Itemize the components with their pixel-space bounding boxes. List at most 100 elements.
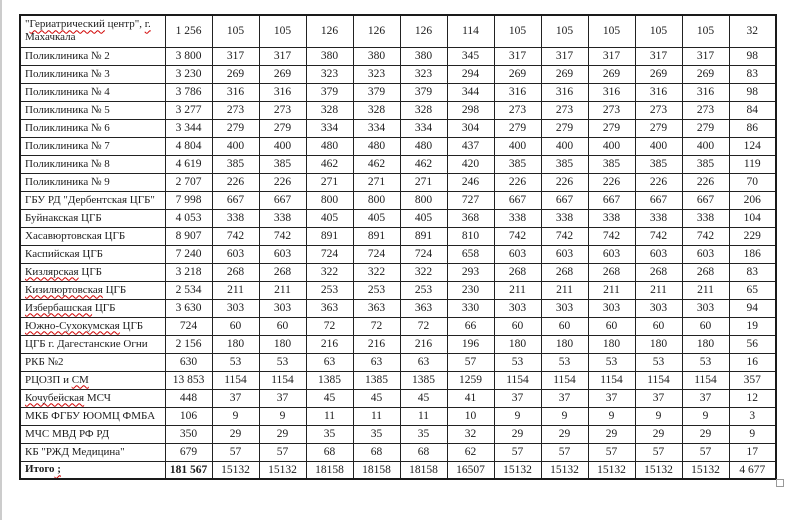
spellcheck-underline: Кизилюртовская [25, 283, 103, 296]
cell-value: 126 [305, 14, 354, 48]
cell-value: 603 [681, 244, 730, 264]
cell-value: 303 [258, 298, 307, 318]
spellcheck-underline: Кизлярская [25, 265, 79, 278]
cell-value: 368 [446, 208, 495, 228]
page-edge-line [0, 0, 2, 520]
cell-value: 180 [211, 334, 260, 354]
cell-value: 800 [305, 190, 354, 210]
cell-value: 322 [399, 262, 448, 282]
cell-value: 37 [493, 388, 542, 408]
cell-value: 60 [540, 316, 589, 336]
cell-value: 269 [493, 64, 542, 84]
cell-value: 18158 [399, 460, 448, 480]
cell-value: 334 [305, 118, 354, 138]
cell-value: 196 [446, 334, 495, 354]
cell-value: 180 [587, 334, 636, 354]
cell-value: 268 [681, 262, 730, 282]
cell-value: 385 [258, 154, 307, 174]
cell-value: 303 [493, 298, 542, 318]
cell-value: 29 [493, 424, 542, 444]
cell-value: 29 [211, 424, 260, 444]
cell-value: 448 [164, 388, 213, 408]
cell-value: 279 [493, 118, 542, 138]
cell-value: 328 [352, 100, 401, 120]
cell-value: 4 804 [164, 136, 213, 156]
cell-value: 3 800 [164, 46, 213, 66]
cell-value: 180 [634, 334, 683, 354]
report-table-body: "Гериатрический центр", г. Махачкала 1 25… [19, 14, 777, 480]
cell-value: 105 [211, 14, 260, 48]
cell-value: 667 [681, 190, 730, 210]
cell-value: 35 [352, 424, 401, 444]
cell-value: 11 [352, 406, 401, 426]
row-label: Хасавюртовская ЦГБ [19, 226, 166, 246]
cell-value: 9 [258, 406, 307, 426]
cell-value: 3 218 [164, 262, 213, 282]
cell-value: 253 [352, 280, 401, 300]
cell-value: 742 [587, 226, 636, 246]
cell-value: 15132 [540, 460, 589, 480]
cell-value: 400 [211, 136, 260, 156]
cell-value: 3 630 [164, 298, 213, 318]
table-row: Кизлярская ЦГБ 3 218 268 268 322 322 322 293 268… [19, 262, 777, 282]
cell-value: 1154 [540, 370, 589, 390]
cell-value: 271 [399, 172, 448, 192]
cell-value: 350 [164, 424, 213, 444]
cell-value: 94 [728, 298, 777, 318]
cell-value: 480 [305, 136, 354, 156]
cell-value: 226 [211, 172, 260, 192]
cell-value: 15132 [211, 460, 260, 480]
cell-value: 317 [681, 46, 730, 66]
table-resize-handle-icon[interactable] [776, 479, 784, 487]
cell-value: 186 [728, 244, 777, 264]
cell-value: 114 [446, 14, 495, 48]
cell-value: 41 [446, 388, 495, 408]
cell-value: 72 [305, 316, 354, 336]
cell-value: 317 [493, 46, 542, 66]
cell-value: 211 [587, 280, 636, 300]
cell-value: 66 [446, 316, 495, 336]
cell-value: 303 [587, 298, 636, 318]
cell-value: 57 [587, 442, 636, 462]
cell-value: 35 [399, 424, 448, 444]
cell-value: 63 [352, 352, 401, 372]
cell-value: 226 [540, 172, 589, 192]
cell-value: 37 [681, 388, 730, 408]
cell-value: 72 [352, 316, 401, 336]
cell-value: 126 [399, 14, 448, 48]
cell-value: 11 [305, 406, 354, 426]
cell-value: 462 [305, 154, 354, 174]
row-label: Поликлиника № 4 [19, 82, 166, 102]
cell-value: 253 [305, 280, 354, 300]
cell-value: 4 619 [164, 154, 213, 174]
row-label: Избербашская ЦГБ [19, 298, 166, 318]
cell-value: 3 277 [164, 100, 213, 120]
report-table: "Гериатрический центр", г. Махачкала 1 25… [19, 14, 777, 480]
cell-value: 226 [681, 172, 730, 192]
table-row: Буйнакская ЦГБ 4 053 338 338 405 405 405 368 338… [19, 208, 777, 228]
table-row: КБ "РЖД Медицина" 679 57 57 68 68 68 62 57 57 57 57… [19, 442, 777, 462]
cell-value: 68 [399, 442, 448, 462]
cell-value: 18158 [305, 460, 354, 480]
cell-value: 480 [399, 136, 448, 156]
cell-value: 246 [446, 172, 495, 192]
row-label: Каспийская ЦГБ [19, 244, 166, 264]
cell-value: 380 [352, 46, 401, 66]
cell-value: 380 [399, 46, 448, 66]
cell-value: 9 [728, 424, 777, 444]
cell-value: 1154 [211, 370, 260, 390]
cell-value: 742 [540, 226, 589, 246]
cell-value: 1154 [681, 370, 730, 390]
table-row: Южно-Сухокумская ЦГБ 724 60 60 72 72 72 66 60 60 6… [19, 316, 777, 336]
cell-value: 226 [493, 172, 542, 192]
cell-value: 230 [446, 280, 495, 300]
cell-value: 10 [446, 406, 495, 426]
cell-value: 53 [258, 352, 307, 372]
row-label: Кочубейская МСЧ [19, 388, 166, 408]
cell-value: 810 [446, 226, 495, 246]
cell-value: 357 [728, 370, 777, 390]
cell-value: 37 [258, 388, 307, 408]
cell-value: 323 [352, 64, 401, 84]
